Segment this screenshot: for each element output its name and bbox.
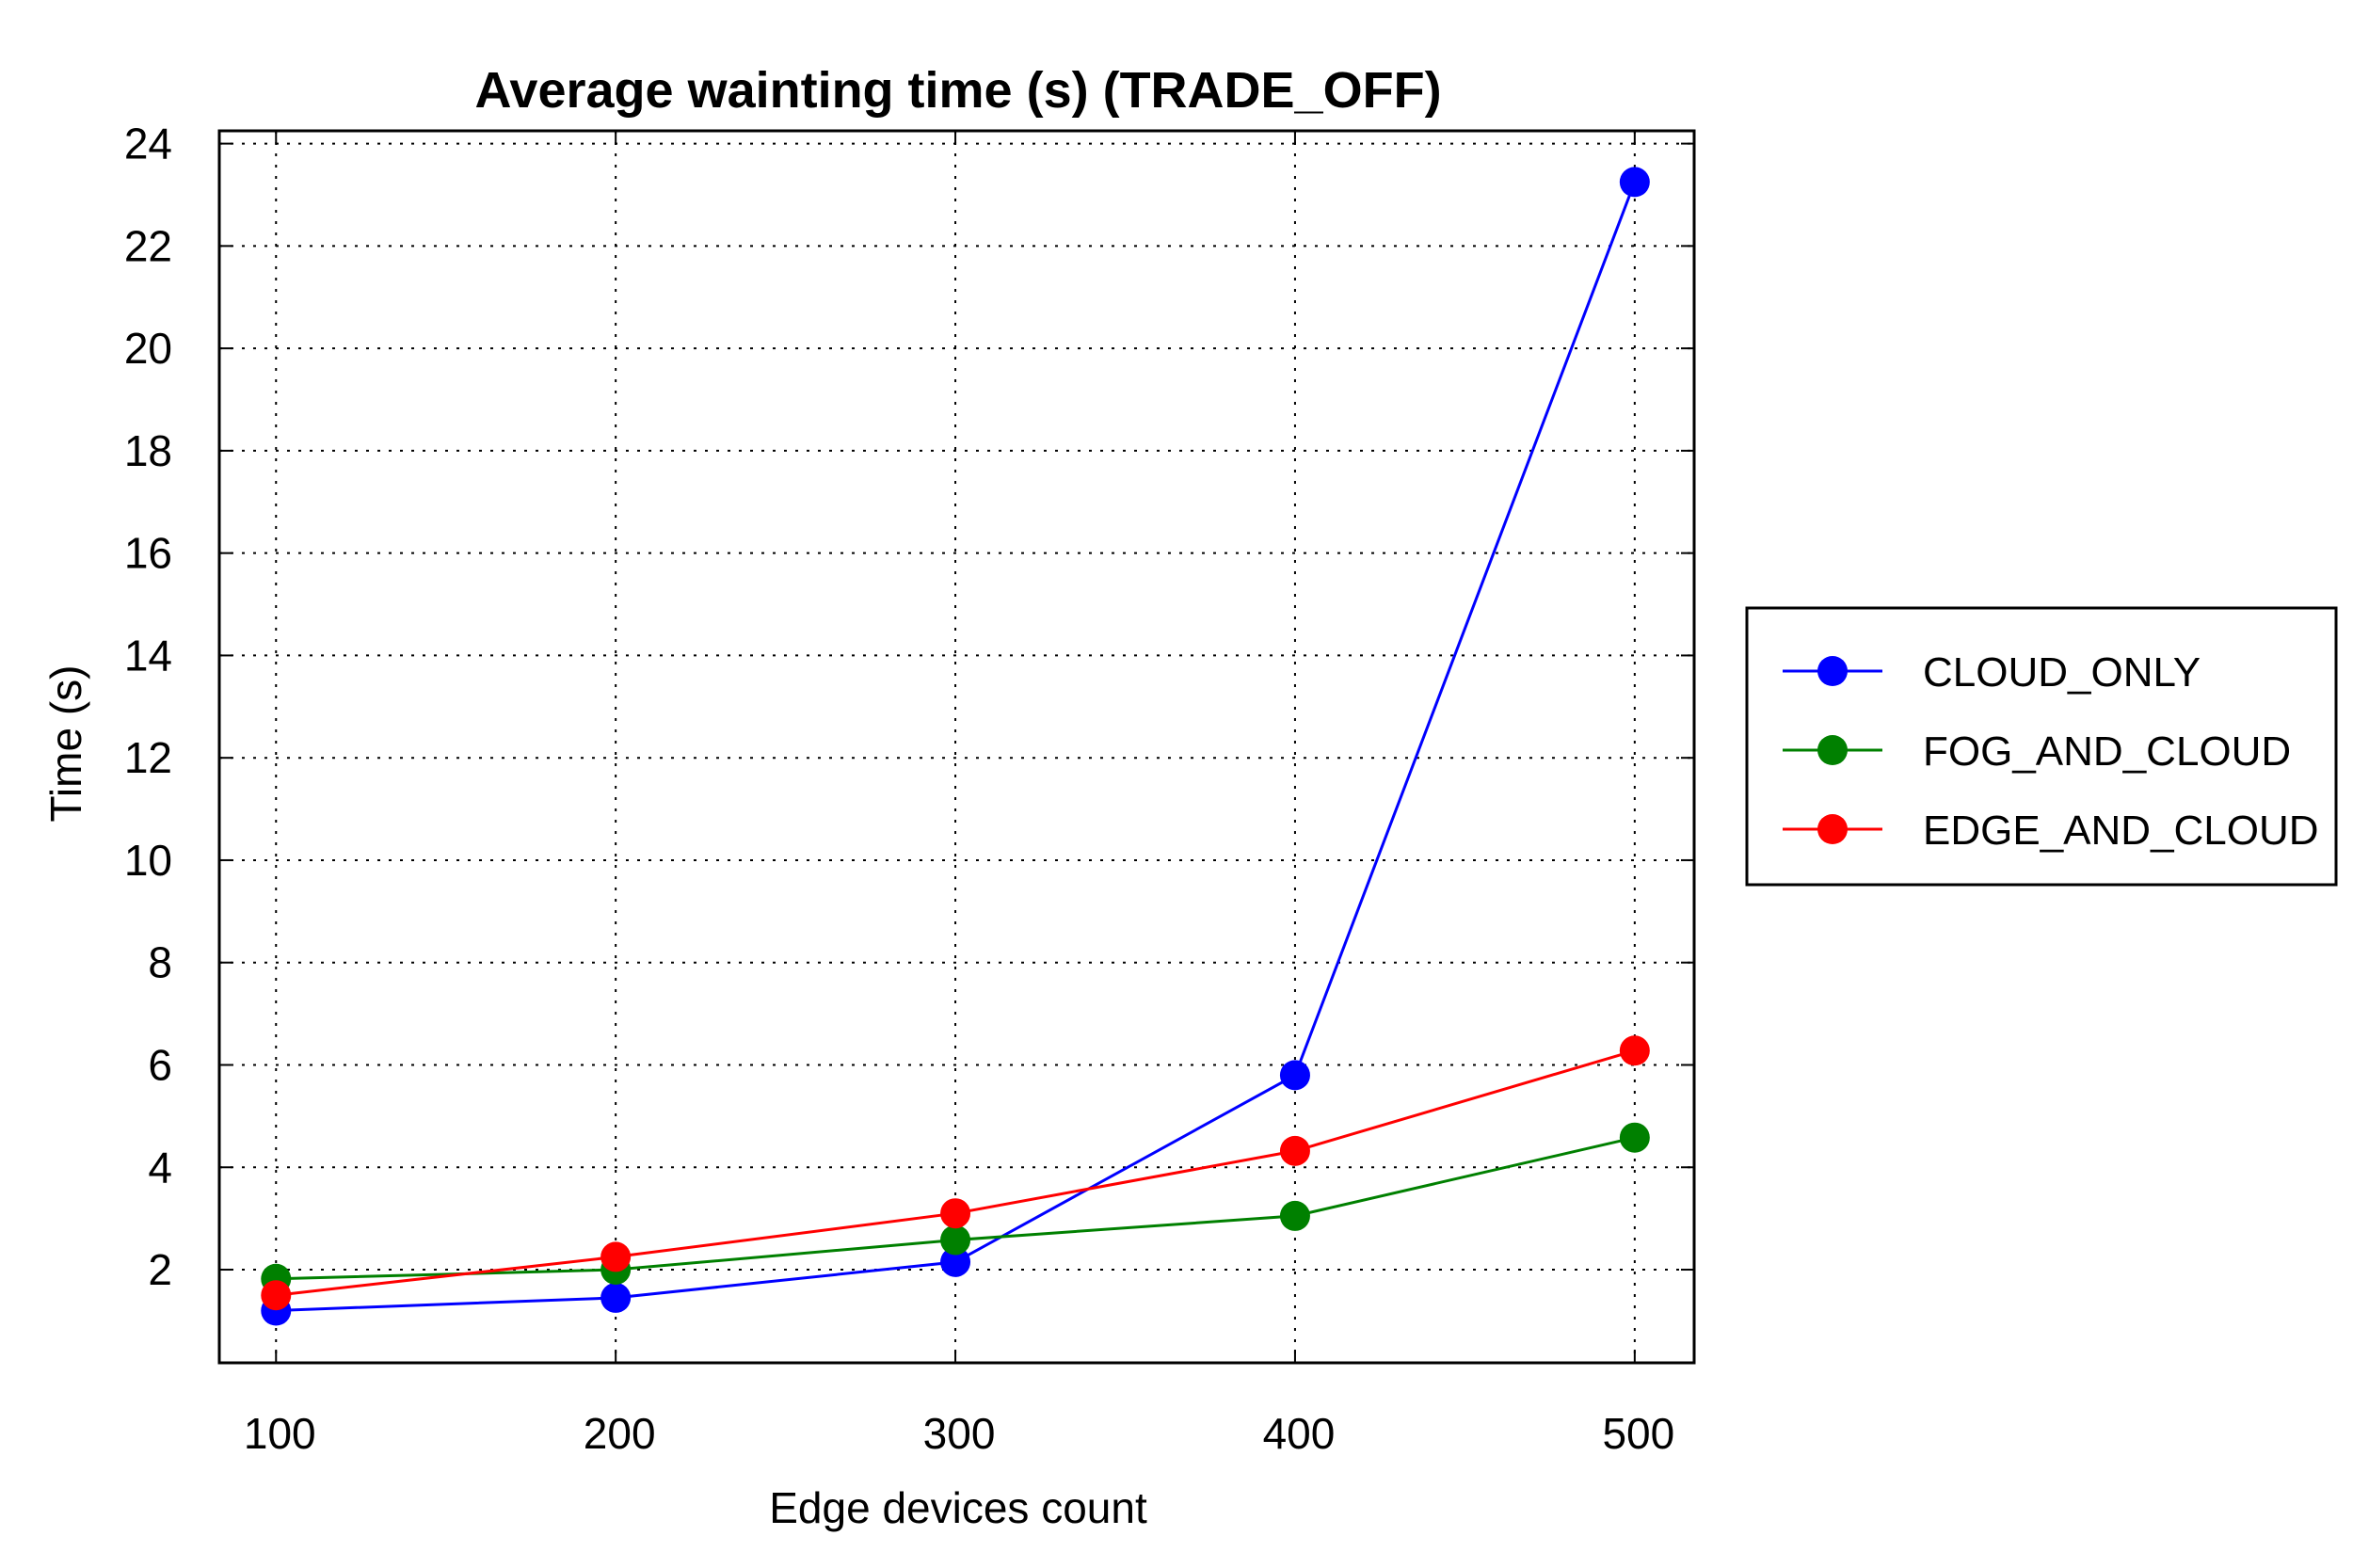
series-edge-and-cloud — [261, 1035, 1650, 1311]
data-point-edge-and-cloud — [261, 1280, 292, 1311]
data-point-cloud-only — [1279, 1060, 1310, 1091]
data-point-edge-and-cloud — [600, 1241, 632, 1272]
legend-label: FOG_AND_CLOUD — [1923, 728, 2291, 775]
y-tick-label: 6 — [148, 1040, 172, 1089]
legend-entry-cloud-only: CLOUD_ONLY — [1783, 649, 2201, 696]
legend-label: CLOUD_ONLY — [1923, 649, 2201, 696]
y-tick-label: 22 — [124, 221, 172, 270]
y-tick-label: 24 — [124, 120, 172, 168]
legend-entries: CLOUD_ONLY FOG_AND_CLOUD EDGE_AND_CLOUD — [1783, 649, 2319, 854]
x-tick-label: 200 — [584, 1409, 656, 1458]
data-point-edge-and-cloud — [940, 1198, 971, 1229]
data-point-edge-and-cloud — [1619, 1035, 1650, 1066]
y-tick-label: 20 — [124, 324, 172, 373]
data-series — [261, 167, 1650, 1326]
legend-label: EDGE_AND_CLOUD — [1923, 808, 2319, 854]
data-point-fog-and-cloud — [1279, 1200, 1310, 1231]
y-tick-label: 16 — [124, 529, 172, 578]
series-line-cloud-only — [276, 181, 1637, 1312]
y-tick-label: 2 — [148, 1245, 172, 1294]
x-axis-tick-labels: 100 200 300 400 500 — [244, 1409, 1674, 1458]
chart-title: Average wainting time (s) (TRADE_OFF) — [474, 62, 1441, 119]
y-tick-label: 18 — [124, 426, 172, 475]
grid-lines — [219, 131, 1694, 1363]
x-tick-label: 300 — [923, 1409, 996, 1458]
plot-area-frame — [217, 129, 1696, 1365]
series-cloud-only — [261, 167, 1650, 1326]
x-tick-label: 400 — [1263, 1409, 1336, 1458]
x-axis-label: Edge devices count — [769, 1483, 1147, 1532]
data-point-cloud-only — [1619, 167, 1650, 198]
legend-marker — [1817, 735, 1848, 765]
y-tick-label: 12 — [124, 733, 172, 782]
y-tick-label: 14 — [124, 631, 172, 680]
y-tick-label: 10 — [124, 836, 172, 885]
data-point-edge-and-cloud — [1279, 1135, 1310, 1166]
legend-entry-edge-and-cloud: EDGE_AND_CLOUD — [1783, 808, 2319, 854]
legend-marker — [1817, 656, 1848, 686]
axis-ticks — [219, 131, 1694, 1363]
data-point-fog-and-cloud — [1619, 1122, 1650, 1153]
legend-entry-fog-and-cloud: FOG_AND_CLOUD — [1783, 728, 2291, 775]
data-point-cloud-only — [600, 1282, 632, 1313]
data-point-fog-and-cloud — [940, 1224, 971, 1256]
y-tick-label: 4 — [148, 1143, 172, 1192]
y-tick-label: 8 — [148, 938, 172, 987]
x-tick-label: 500 — [1602, 1409, 1674, 1458]
y-axis-label: Time (s) — [41, 665, 90, 823]
legend-marker — [1817, 814, 1848, 844]
data-point-cloud-only — [940, 1246, 971, 1277]
legend: CLOUD_ONLY FOG_AND_CLOUD EDGE_AND_CLOUD — [1745, 606, 2338, 887]
x-tick-label: 100 — [244, 1409, 316, 1458]
